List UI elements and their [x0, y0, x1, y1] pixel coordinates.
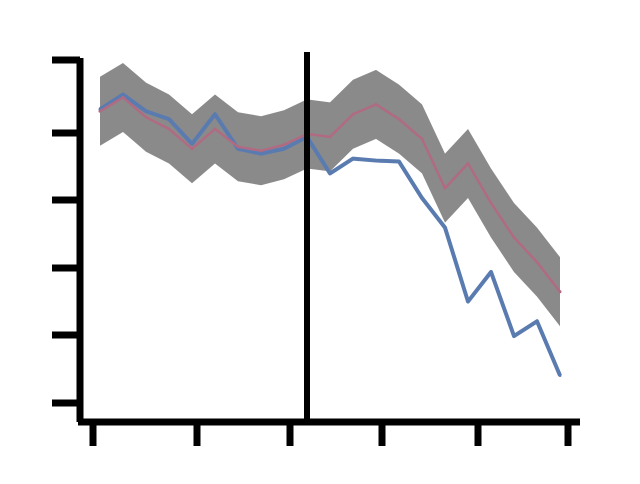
confidence-band-layer	[100, 62, 560, 327]
series-1-point	[397, 160, 401, 164]
series-1-point	[121, 93, 125, 97]
series-1-point	[213, 112, 217, 116]
series-2-point	[282, 143, 286, 147]
series-1-point	[374, 159, 378, 163]
confidence-band	[100, 62, 560, 327]
series-1-point	[190, 142, 194, 146]
series-2-point	[167, 127, 171, 131]
series-2-point	[144, 115, 148, 119]
series-2-point	[98, 109, 102, 113]
series-2-point	[466, 162, 470, 166]
series-2-point	[443, 186, 447, 190]
series-2-point	[213, 127, 217, 131]
series-1-point	[282, 147, 286, 151]
series-1-point	[489, 270, 493, 274]
series-2-point	[351, 112, 355, 116]
series-1-point	[420, 196, 424, 200]
series-2-point	[489, 201, 493, 205]
series-2-point	[259, 149, 263, 153]
series-2-point	[535, 260, 539, 264]
series-2-point	[236, 145, 240, 149]
tick-layer	[52, 56, 572, 446]
series-1-point	[351, 157, 355, 161]
series-1-point	[259, 152, 263, 156]
series-1-point	[535, 319, 539, 323]
series-1-point	[328, 171, 332, 175]
series-layer	[98, 92, 562, 377]
series-1-point	[512, 334, 516, 338]
series-2-point	[374, 102, 378, 106]
series-2-point	[121, 95, 125, 99]
series-2-point	[420, 137, 424, 141]
series-1-point	[167, 117, 171, 121]
series-1-point	[558, 373, 562, 377]
series-2-point	[397, 117, 401, 121]
series-2-point	[328, 135, 332, 139]
series-2-point	[558, 290, 562, 294]
series-2-point	[512, 235, 516, 239]
series-1-point	[466, 300, 470, 304]
series-1-point	[144, 109, 148, 113]
series-2-point	[190, 147, 194, 151]
series-1-point	[443, 226, 447, 230]
